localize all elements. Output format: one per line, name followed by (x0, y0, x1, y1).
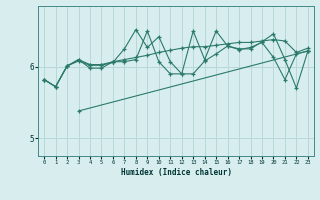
X-axis label: Humidex (Indice chaleur): Humidex (Indice chaleur) (121, 168, 231, 177)
